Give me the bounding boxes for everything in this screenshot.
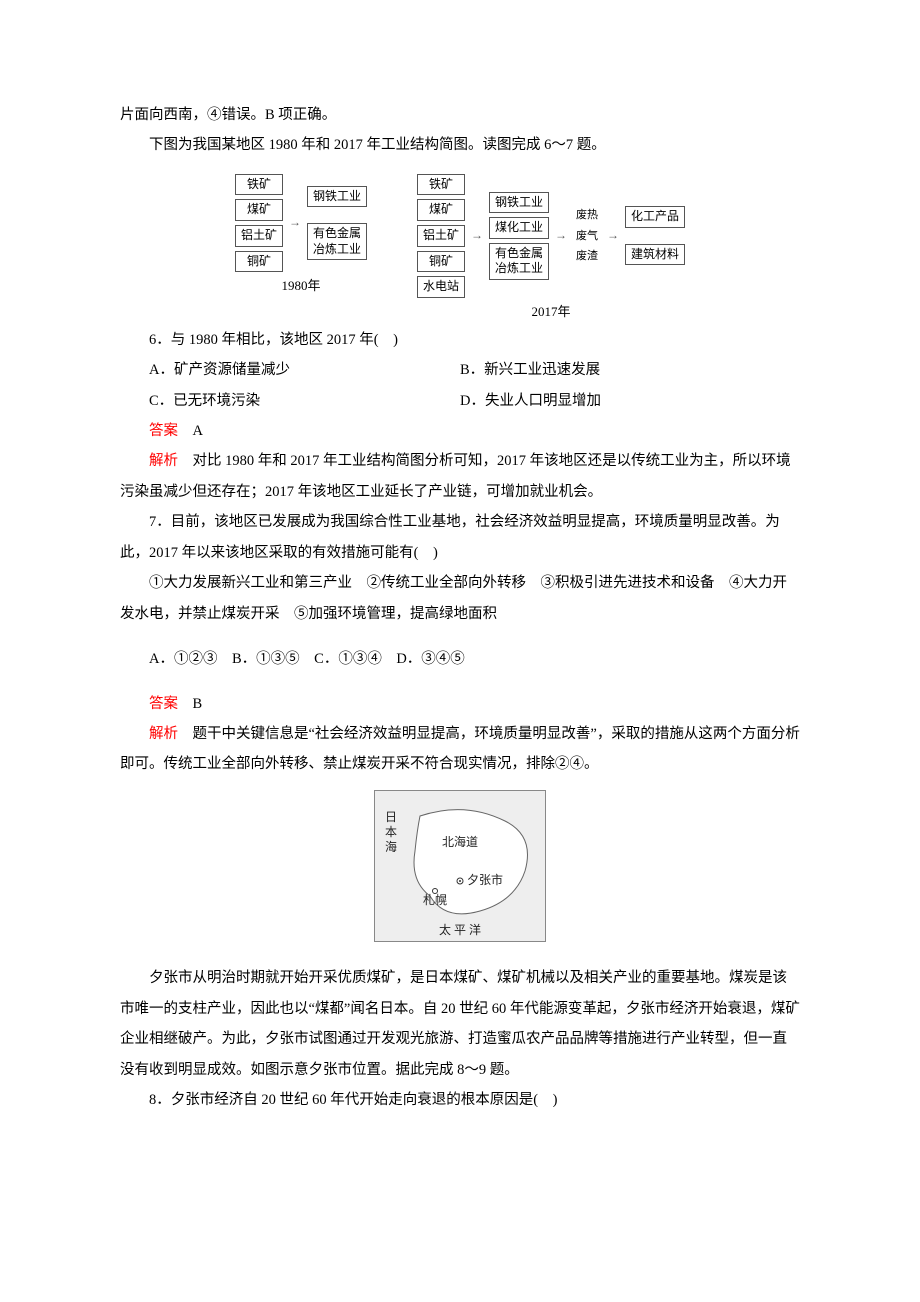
q6-option-a: A．矿产资源储量减少 xyxy=(120,355,460,385)
q7-options: A．①②③ B．①③⑤ C．①③④ D．③④⑤ xyxy=(120,644,800,674)
answer-value: A xyxy=(178,423,203,439)
diagram-box: 建筑材料 xyxy=(625,244,685,266)
answer-value: B xyxy=(178,696,202,712)
answer-label: 答案 xyxy=(149,696,178,712)
arrow-icon: → xyxy=(555,228,567,244)
diagram-box: 钢铁工业 xyxy=(489,192,549,214)
explain-label: 解析 xyxy=(149,726,178,742)
diagram-box: 铁矿 xyxy=(417,174,465,196)
diagram-box: 铝土矿 xyxy=(417,225,465,247)
q6-option-c: C．已无环境污染 xyxy=(120,386,460,416)
map-sea-bottom: 太 平 洋 xyxy=(439,922,481,937)
hokkaido-map: 日 本 海 北海道 夕张市 札幌 太 平 洋 xyxy=(120,790,800,953)
diagram-box: 煤矿 xyxy=(417,199,465,221)
diagram-box: 煤化工业 xyxy=(489,217,549,239)
q6-stem: 6．与 1980 年相比，该地区 2017 年( ) xyxy=(120,325,800,355)
answer-label: 答案 xyxy=(149,423,178,439)
diagram-box: 铝土矿 xyxy=(235,225,283,247)
diagram-box: 水电站 xyxy=(417,276,465,298)
diagram-waste-label: 废气 xyxy=(573,228,601,244)
diagram-box: 铁矿 xyxy=(235,174,283,196)
q7-items: ①大力发展新兴工业和第三产业 ②传统工业全部向外转移 ③积极引进先进技术和设备 … xyxy=(120,568,800,629)
q6-answer: 答案 A xyxy=(120,416,800,446)
industry-diagram: 铁矿 煤矿 铝土矿 铜矿 → 钢铁工业 有色金属 冶炼工业 1980年 xyxy=(120,169,800,321)
q6-option-d: D．失业人口明显增加 xyxy=(460,386,800,416)
diagram-box: 化工产品 xyxy=(625,206,685,228)
q7-explain: 解析 题干中关键信息是“社会经济效益明显提高，环境质量明显改善”，采取的措施从这… xyxy=(120,719,800,780)
diagram-box: 钢铁工业 xyxy=(307,186,367,208)
q6-option-b: B．新兴工业迅速发展 xyxy=(460,355,800,385)
q67-intro: 下图为我国某地区 1980 年和 2017 年工业结构简图。读图完成 6～7 题… xyxy=(120,130,800,160)
map-city-yubari: 夕张市 xyxy=(467,872,503,887)
explain-label: 解析 xyxy=(149,453,178,469)
q8-stem: 8．夕张市经济自 20 世纪 60 年代开始走向衰退的根本原因是( ) xyxy=(120,1085,800,1115)
prev-page-tail: 片面向西南，④错误。B 项正确。 xyxy=(120,100,800,130)
q7-answer: 答案 B xyxy=(120,689,800,719)
arrow-icon: → xyxy=(607,228,619,244)
diagram-box: 有色金属 冶炼工业 xyxy=(489,243,549,280)
diagram-year-label: 2017年 xyxy=(532,304,571,321)
explain-text: 对比 1980 年和 2017 年工业结构简图分析可知，2017 年该地区还是以… xyxy=(120,453,791,499)
diagram-waste-label: 废热 xyxy=(573,207,601,223)
diagram-waste-label: 废渣 xyxy=(573,248,601,264)
q6-explain: 解析 对比 1980 年和 2017 年工业结构简图分析可知，2017 年该地区… xyxy=(120,446,800,507)
map-island-label: 北海道 xyxy=(442,834,478,849)
map-city-sapporo: 札幌 xyxy=(423,892,447,907)
explain-text: 题干中关键信息是“社会经济效益明显提高，环境质量明显改善”，采取的措施从这两个方… xyxy=(120,726,800,772)
svg-text:海: 海 xyxy=(385,839,397,854)
diagram-box: 铜矿 xyxy=(235,251,283,273)
yubari-intro: 夕张市从明治时期就开始开采优质煤矿，是日本煤矿、煤矿机械以及相关产业的重要基地。… xyxy=(120,963,800,1085)
q7-stem: 7．目前，该地区已发展成为我国综合性工业基地，社会经济效益明显提高，环境质量明显… xyxy=(120,507,800,568)
diagram-box: 有色金属 冶炼工业 xyxy=(307,223,367,260)
arrow-icon: → xyxy=(289,215,301,231)
diagram-year-label: 1980年 xyxy=(281,278,320,295)
svg-text:本: 本 xyxy=(385,825,397,839)
map-sea-left: 日 xyxy=(385,810,397,824)
arrow-icon: → xyxy=(471,228,483,244)
diagram-box: 煤矿 xyxy=(235,199,283,221)
diagram-box: 铜矿 xyxy=(417,251,465,273)
